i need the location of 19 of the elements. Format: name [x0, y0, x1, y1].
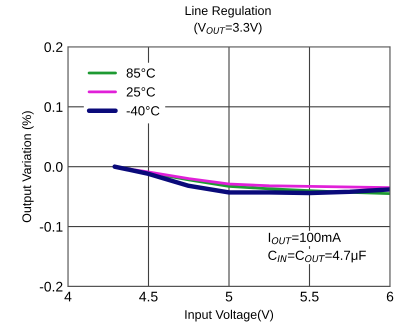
x-tick-label: 4	[64, 292, 72, 302]
chart-subtitle: (V$_{OUT}$=3.3V)	[194, 22, 262, 34]
x-tick-label: 5	[226, 292, 232, 302]
x-tick-label: 4.5	[139, 292, 158, 302]
y-tick-label: -0.1	[40, 222, 62, 232]
annotation: I$_{OUT}$=100mA	[268, 232, 341, 244]
y-axis-title: Output Variation (%)	[22, 111, 34, 222]
chart-title: Line Regulation	[186, 6, 271, 18]
x-tick-label: 5.5	[300, 292, 319, 302]
legend-label: -40°C	[126, 106, 160, 116]
y-tick-label: 0.2	[44, 42, 62, 52]
y-tick-label: 0.0	[44, 162, 63, 172]
legend-label: 25°C	[126, 87, 156, 97]
annotation: C$_{IN}$=C$_{OUT}$=4.7μF	[268, 250, 366, 262]
x-axis-title: Input Voltage(V)	[185, 310, 274, 322]
y-tick-label: -0.2	[40, 282, 62, 292]
x-tick-label: 6	[386, 292, 394, 302]
legend-label: 85°C	[126, 68, 156, 78]
y-tick-label: 0.1	[44, 102, 62, 112]
